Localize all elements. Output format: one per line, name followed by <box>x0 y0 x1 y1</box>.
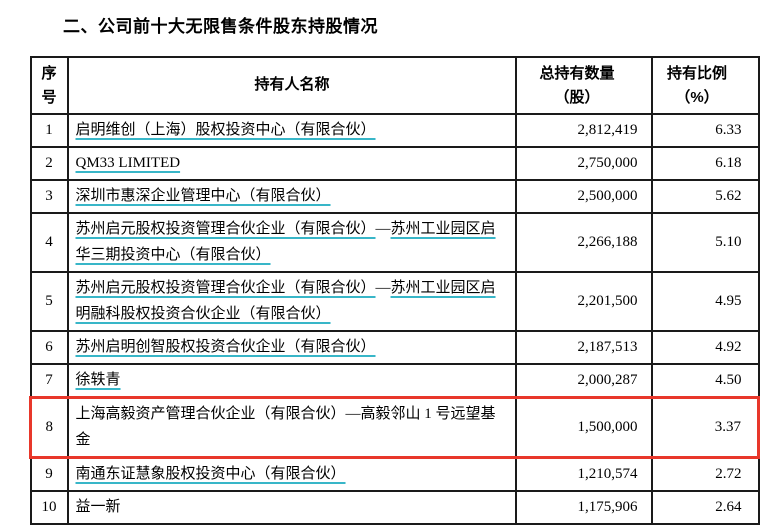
row-index-cell: 8 <box>29 396 69 459</box>
holder-name-cell: 苏州启元股权投资管理合伙企业（有限合伙）—苏州工业园区启华三期投资中心（有限合伙… <box>66 212 517 273</box>
holder-name-text: 启明维创（上海）股权投资中心（有限合伙） <box>75 122 376 138</box>
holder-name-cell: 苏州启明创智股权投资合伙企业（有限合伙） <box>66 330 517 365</box>
holder-name-cell: 南通东证慧象股权投资中心（有限合伙） <box>66 456 517 492</box>
holding-percentage-cell: 3.37 <box>650 396 760 459</box>
holder-name-text: 苏州工业园区启明融科股权投资合伙企业（有限合伙） <box>75 280 496 322</box>
table-header: 序 号 持有人名称 总持有数量 （股） 持有比例 （%） <box>29 56 760 115</box>
table-row: 2 QM33 LIMITED 2,750,000 6.18 <box>29 146 760 181</box>
table-body: 1 启明维创（上海）股权投资中心（有限合伙） 2,812,419 6.33 2 … <box>29 113 760 525</box>
shares-quantity-cell: 2,266,188 <box>514 212 653 273</box>
holder-name-text: 徐轶青 <box>75 372 121 388</box>
holder-name-text: 苏州工业园区启华三期投资中心（有限合伙） <box>75 221 496 263</box>
shares-quantity-cell: 2,187,513 <box>514 330 653 365</box>
holder-name-cell: 上海高毅资产管理合伙企业（有限合伙）—高毅邻山 1 号远望基金 <box>66 396 517 459</box>
shares-quantity-cell: 2,750,000 <box>514 146 653 181</box>
holding-percentage-cell: 4.95 <box>650 271 760 332</box>
shares-quantity-cell: 1,210,574 <box>514 456 653 492</box>
row-index-cell: 6 <box>29 330 69 365</box>
holding-percentage-cell: 5.10 <box>650 212 760 273</box>
table-row: 7 徐轶青 2,000,287 4.50 <box>29 363 760 399</box>
table-row: 1 启明维创（上海）股权投资中心（有限合伙） 2,812,419 6.33 <box>29 113 760 148</box>
table-row: 4 苏州启元股权投资管理合伙企业（有限合伙）—苏州工业园区启华三期投资中心（有限… <box>29 212 760 273</box>
document-page: 二、公司前十大无限售条件股东持股情况 序 号 持有人名称 总持有数量 （股） 持… <box>29 17 760 525</box>
shares-quantity-cell: 2,201,500 <box>514 271 653 332</box>
shareholders-table: 序 号 持有人名称 总持有数量 （股） 持有比例 （%） 1 启明维创（上海）股… <box>29 56 760 525</box>
holder-name-cell: 深圳市惠深企业管理中心（有限合伙） <box>66 179 517 214</box>
row-index-cell: 4 <box>29 212 69 273</box>
holder-name-text: — <box>375 280 391 296</box>
row-index-cell: 9 <box>29 456 69 492</box>
row-index-cell: 3 <box>29 179 69 214</box>
holding-percentage-cell: 2.72 <box>650 456 760 492</box>
holder-name-text: — <box>375 221 391 237</box>
table-row: 5 苏州启元股权投资管理合伙企业（有限合伙）—苏州工业园区启明融科股权投资合伙企… <box>29 271 760 332</box>
shares-quantity-cell: 2,000,287 <box>514 363 653 399</box>
col-header-total-shares: 总持有数量 （股） <box>514 56 653 115</box>
holder-name-text: 上海高毅资产管理合伙企业（有限合伙）—高毅邻山 1 号远望基金 <box>75 406 496 448</box>
holder-name-cell: 徐轶青 <box>66 363 517 399</box>
holder-name-text: 苏州启元股权投资管理合伙企业（有限合伙） <box>75 221 376 237</box>
col-header-holding-ratio: 持有比例 （%） <box>650 56 760 115</box>
holder-name-text: 益一新 <box>75 499 121 515</box>
table-row: 3 深圳市惠深企业管理中心（有限合伙） 2,500,000 5.62 <box>29 179 760 214</box>
holder-name-text: 苏州启元股权投资管理合伙企业（有限合伙） <box>75 280 376 296</box>
holding-percentage-cell: 4.92 <box>650 330 760 365</box>
table-row: 6 苏州启明创智股权投资合伙企业（有限合伙） 2,187,513 4.92 <box>29 330 760 365</box>
holding-percentage-cell: 4.50 <box>650 363 760 399</box>
table-row-highlighted: 8 上海高毅资产管理合伙企业（有限合伙）—高毅邻山 1 号远望基金 1,500,… <box>29 396 760 459</box>
holding-percentage-cell: 5.62 <box>650 179 760 214</box>
holder-name-cell: QM33 LIMITED <box>66 146 517 181</box>
row-index-cell: 1 <box>29 113 69 148</box>
holder-name-text: 深圳市惠深企业管理中心（有限合伙） <box>75 188 331 204</box>
row-index-cell: 5 <box>29 271 69 332</box>
shares-quantity-cell: 2,500,000 <box>514 179 653 214</box>
col-header-index: 序 号 <box>29 56 69 115</box>
holder-name-text: 南通东证慧象股权投资中心（有限合伙） <box>75 466 346 482</box>
holder-name-cell: 启明维创（上海）股权投资中心（有限合伙） <box>66 113 517 148</box>
shares-quantity-cell: 2,812,419 <box>514 113 653 148</box>
holding-percentage-cell: 6.33 <box>650 113 760 148</box>
holder-name-text: 苏州启明创智股权投资合伙企业（有限合伙） <box>75 339 376 355</box>
holder-name-text: QM33 LIMITED <box>75 155 181 171</box>
col-header-holder-name: 持有人名称 <box>66 56 517 115</box>
page-title: 二、公司前十大无限售条件股东持股情况 <box>63 17 378 36</box>
row-index-cell: 7 <box>29 363 69 399</box>
holder-name-cell: 苏州启元股权投资管理合伙企业（有限合伙）—苏州工业园区启明融科股权投资合伙企业（… <box>66 271 517 332</box>
holding-percentage-cell: 6.18 <box>650 146 760 181</box>
table-header-row: 序 号 持有人名称 总持有数量 （股） 持有比例 （%） <box>29 56 760 115</box>
shares-quantity-cell: 1,500,000 <box>514 396 653 459</box>
row-index-cell: 2 <box>29 146 69 181</box>
table-row: 9 南通东证慧象股权投资中心（有限合伙） 1,210,574 2.72 <box>29 456 760 492</box>
